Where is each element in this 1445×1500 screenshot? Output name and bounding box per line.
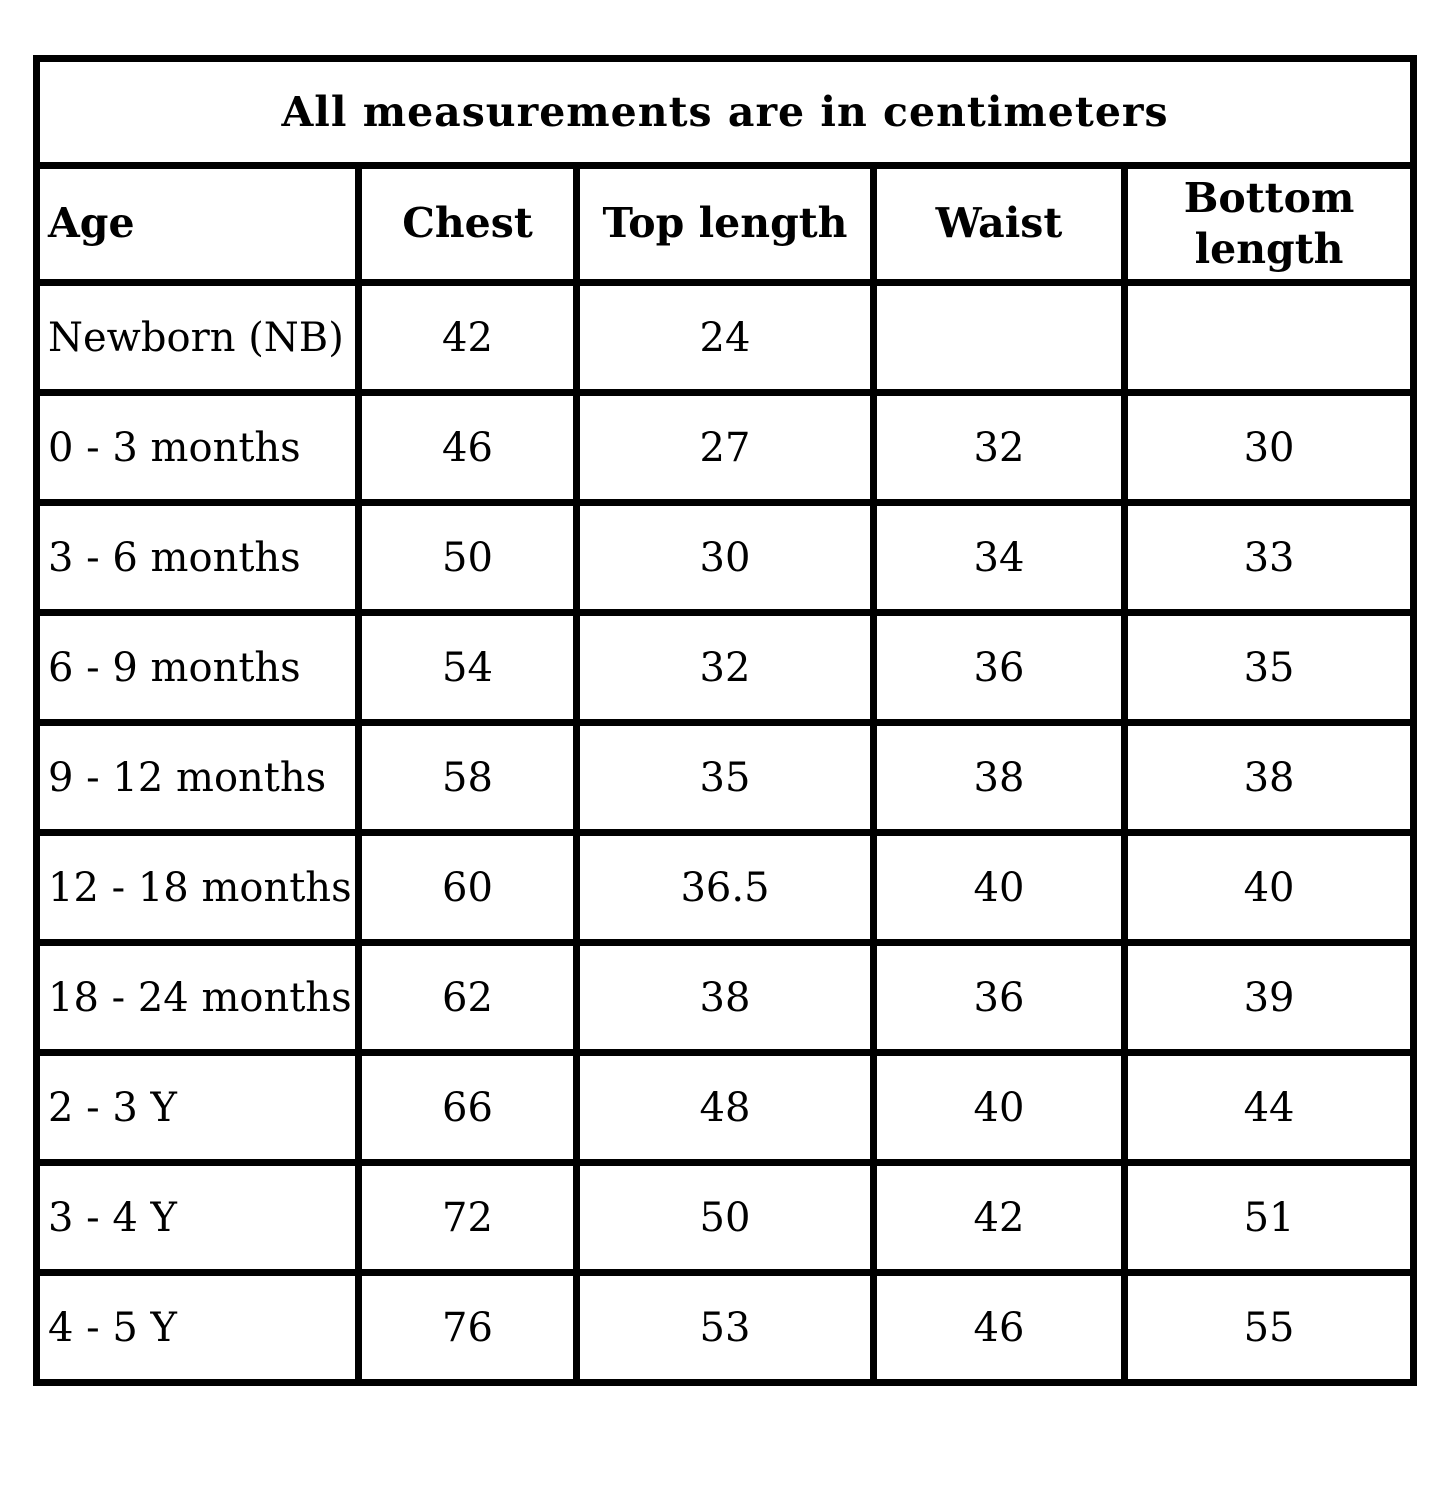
chest-cell: 54 bbox=[355, 609, 580, 726]
top-length-cell: 38 bbox=[573, 939, 877, 1056]
table-row: 4 - 5 Y 76 53 46 55 bbox=[33, 1269, 1418, 1386]
top-length-cell: 24 bbox=[573, 279, 877, 396]
table-row: 3 - 4 Y 72 50 42 51 bbox=[33, 1159, 1418, 1276]
column-header-top-length: Top length bbox=[573, 162, 877, 286]
age-cell: 6 - 9 months bbox=[33, 609, 362, 726]
age-cell: 4 - 5 Y bbox=[33, 1269, 362, 1386]
age-cell: 3 - 6 months bbox=[33, 499, 362, 616]
table-row: 9 - 12 months 58 35 38 38 bbox=[33, 719, 1418, 836]
age-cell: 9 - 12 months bbox=[33, 719, 362, 836]
age-cell: 12 - 18 months bbox=[33, 829, 362, 946]
bottom-length-cell: 39 bbox=[1120, 939, 1418, 1056]
waist-cell: 34 bbox=[870, 499, 1128, 616]
top-length-cell: 35 bbox=[573, 719, 877, 836]
column-header-age: Age bbox=[33, 162, 362, 286]
chest-cell: 72 bbox=[355, 1159, 580, 1276]
top-length-cell: 53 bbox=[573, 1269, 877, 1386]
top-length-cell: 36.5 bbox=[573, 829, 877, 946]
size-chart-table: All measurements are in centimeters Age … bbox=[32, 55, 1418, 1386]
chest-cell: 66 bbox=[355, 1049, 580, 1166]
age-cell: 18 - 24 months bbox=[33, 939, 362, 1056]
waist-cell: 36 bbox=[870, 939, 1128, 1056]
column-header-chest: Chest bbox=[355, 162, 580, 286]
page: { "title": "All measurements are in cent… bbox=[0, 55, 1445, 1500]
table-title: All measurements are in centimeters bbox=[32, 55, 1418, 169]
table-row: 3 - 6 months 50 30 34 33 bbox=[33, 499, 1418, 616]
chest-cell: 46 bbox=[355, 389, 580, 506]
bottom-length-cell: 55 bbox=[1120, 1269, 1418, 1386]
header-row: Age Chest Top length Waist Bottom length bbox=[33, 162, 1418, 286]
top-length-cell: 30 bbox=[573, 499, 877, 616]
title-row: All measurements are in centimeters bbox=[32, 55, 1418, 169]
waist-cell: 36 bbox=[870, 609, 1128, 726]
age-cell: 3 - 4 Y bbox=[33, 1159, 362, 1276]
age-cell: Newborn (NB) bbox=[33, 279, 362, 396]
bottom-length-cell: 44 bbox=[1120, 1049, 1418, 1166]
bottom-length-cell: 35 bbox=[1120, 609, 1418, 726]
age-cell: 0 - 3 months bbox=[33, 389, 362, 506]
table-row: 0 - 3 months 46 27 32 30 bbox=[33, 389, 1418, 506]
top-length-cell: 50 bbox=[573, 1159, 877, 1276]
bottom-length-cell: 33 bbox=[1120, 499, 1418, 616]
column-header-bottom-length: Bottom length bbox=[1120, 162, 1418, 286]
chest-cell: 60 bbox=[355, 829, 580, 946]
bottom-length-cell bbox=[1120, 279, 1418, 396]
waist-cell: 32 bbox=[870, 389, 1128, 506]
chest-cell: 62 bbox=[355, 939, 580, 1056]
age-cell: 2 - 3 Y bbox=[33, 1049, 362, 1166]
bottom-length-cell: 38 bbox=[1120, 719, 1418, 836]
column-header-waist: Waist bbox=[870, 162, 1128, 286]
waist-cell: 40 bbox=[870, 829, 1128, 946]
waist-cell: 38 bbox=[870, 719, 1128, 836]
table-row: 12 - 18 months 60 36.5 40 40 bbox=[33, 829, 1418, 946]
table-row: 18 - 24 months 62 38 36 39 bbox=[33, 939, 1418, 1056]
table-row: 6 - 9 months 54 32 36 35 bbox=[33, 609, 1418, 726]
chest-cell: 58 bbox=[355, 719, 580, 836]
top-length-cell: 27 bbox=[573, 389, 877, 506]
bottom-length-cell: 30 bbox=[1120, 389, 1418, 506]
bottom-length-cell: 40 bbox=[1120, 829, 1418, 946]
table-row: Newborn (NB) 42 24 bbox=[33, 279, 1418, 396]
chest-cell: 42 bbox=[355, 279, 580, 396]
waist-cell bbox=[870, 279, 1128, 396]
chest-cell: 50 bbox=[355, 499, 580, 616]
waist-cell: 42 bbox=[870, 1159, 1128, 1276]
top-length-cell: 48 bbox=[573, 1049, 877, 1166]
top-length-cell: 32 bbox=[573, 609, 877, 726]
waist-cell: 40 bbox=[870, 1049, 1128, 1166]
chest-cell: 76 bbox=[355, 1269, 580, 1386]
bottom-length-cell: 51 bbox=[1120, 1159, 1418, 1276]
table-row: 2 - 3 Y 66 48 40 44 bbox=[33, 1049, 1418, 1166]
waist-cell: 46 bbox=[870, 1269, 1128, 1386]
